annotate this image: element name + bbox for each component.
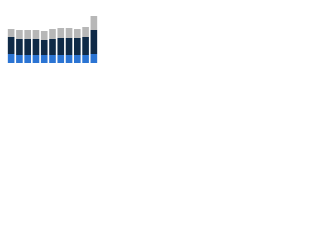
bar-segment <box>82 55 89 63</box>
bar-segment <box>49 29 56 39</box>
bar-segment <box>49 55 56 63</box>
bar-segment <box>90 54 98 63</box>
bar-segment <box>16 39 23 55</box>
bar-segment <box>65 55 73 63</box>
bar-segment <box>16 55 23 63</box>
bar-segment <box>7 37 15 54</box>
bar-segment <box>74 29 81 38</box>
bar-segment <box>40 55 48 63</box>
bar-segment <box>7 54 15 63</box>
bar-segment <box>32 30 40 39</box>
bar-segment <box>24 55 31 63</box>
bar-segment <box>82 27 89 37</box>
bar-segment <box>65 28 73 38</box>
bar-segment <box>40 31 48 40</box>
bar-segment <box>32 55 40 63</box>
bar-segment <box>40 40 48 55</box>
bar-segment <box>57 55 65 63</box>
bar-segment <box>49 39 56 55</box>
bar-segment <box>82 37 89 55</box>
bar-segment <box>90 30 98 54</box>
bar-segment <box>90 16 98 30</box>
bar-segment <box>24 39 31 55</box>
bar-segment <box>57 38 65 55</box>
bar-segment <box>74 38 81 55</box>
bar-segment <box>7 29 15 37</box>
bar-segment <box>16 30 23 39</box>
bar-segment <box>74 55 81 63</box>
bar-segment <box>32 39 40 55</box>
chart <box>0 0 100 71</box>
bar-segment <box>24 30 31 39</box>
bar-segment <box>65 38 73 55</box>
bar-segment <box>57 28 65 38</box>
